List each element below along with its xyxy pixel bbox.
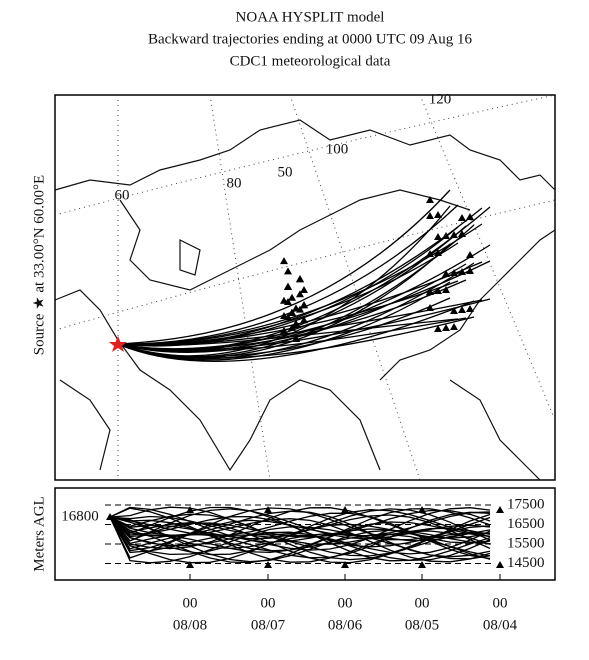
marker: [434, 233, 442, 240]
marker: [288, 323, 296, 331]
marker: [434, 211, 442, 218]
marker: [458, 306, 466, 313]
marker: [466, 267, 474, 274]
height-trace: [109, 509, 491, 556]
marker: [426, 304, 434, 311]
marker: [450, 323, 458, 330]
grid-label: 100: [326, 141, 349, 157]
marker: [300, 286, 308, 294]
marker: [496, 561, 504, 568]
grid-label: 120: [429, 91, 452, 107]
marker: [292, 334, 300, 342]
marker: [450, 231, 458, 238]
time-hour: 00: [338, 595, 353, 611]
marker: [280, 257, 288, 265]
height-trace: [109, 516, 491, 562]
marker: [458, 214, 466, 221]
height-trace: [109, 507, 491, 552]
source-label: Source ★ at 33.00°N 60.00°E: [31, 175, 47, 355]
trajectories: [117, 189, 491, 362]
level-label: 17500: [507, 496, 545, 512]
level-label: 14500: [507, 555, 545, 571]
start-height: 16800: [61, 508, 99, 524]
height-trace: [109, 506, 491, 560]
marker: [288, 293, 296, 301]
grid-label: 60: [115, 187, 130, 203]
height-trace: [109, 511, 491, 559]
marker: [186, 561, 194, 568]
marker: [106, 513, 114, 520]
height-traces: [105, 504, 504, 568]
marker: [466, 251, 474, 258]
trajectory: [117, 297, 451, 358]
marker: [466, 213, 474, 220]
marker: [426, 196, 434, 203]
marker: [418, 561, 426, 568]
map-frame: [54, 94, 556, 481]
y-axis-label: Meters AGL: [31, 496, 47, 571]
time-date: 08/06: [328, 617, 363, 633]
marker: [418, 506, 426, 513]
marker: [341, 506, 349, 513]
height-trace: [109, 508, 491, 541]
marker: [296, 290, 304, 298]
marker: [442, 324, 450, 331]
marker: [442, 232, 450, 239]
marker: [434, 325, 442, 332]
level-label: 15500: [507, 535, 545, 551]
height-trace: [109, 516, 491, 563]
marker: [341, 561, 349, 568]
height-trace: [109, 506, 491, 545]
marker: [442, 286, 450, 293]
time-date: 08/07: [251, 617, 286, 633]
time-hour: 00: [183, 595, 198, 611]
height-trace: [109, 508, 491, 542]
title-line: Backward trajectories ending at 0000 UTC…: [148, 31, 473, 47]
map-grid: [54, 94, 556, 481]
time-date: 08/04: [483, 617, 518, 633]
height-trace: [109, 516, 491, 564]
marker: [296, 275, 304, 282]
marker: [442, 270, 450, 277]
height-trace: [109, 516, 491, 564]
height-trace: [109, 516, 491, 563]
title-line: CDC1 meteorological data: [230, 53, 391, 69]
marker: [264, 561, 272, 568]
title-line: NOAA HYSPLIT model: [236, 9, 385, 25]
level-label: 16500: [507, 516, 545, 532]
time-date: 08/05: [405, 617, 439, 633]
marker: [496, 506, 504, 513]
marker: [280, 326, 288, 334]
marker: [186, 506, 194, 513]
marker: [458, 230, 466, 237]
time-hour: 00: [261, 595, 276, 611]
marker: [450, 307, 458, 314]
trajectory: [117, 260, 491, 350]
time-hour: 00: [493, 595, 508, 611]
height-trace: [109, 512, 491, 560]
marker: [280, 296, 288, 304]
trajectory: [117, 204, 459, 345]
marker: [284, 267, 292, 275]
time-hour: 00: [415, 595, 430, 611]
grid-label: 80: [227, 175, 242, 191]
height-trace: [109, 516, 491, 556]
time-date: 08/08: [173, 617, 207, 633]
height-trace: [109, 510, 491, 558]
marker: [466, 305, 474, 312]
marker: [434, 249, 442, 256]
marker: [300, 316, 308, 324]
marker: [264, 506, 272, 513]
source-star: [109, 336, 127, 352]
height-trace: [109, 515, 491, 562]
grid-label: 50: [278, 164, 293, 180]
marker: [284, 282, 292, 290]
trajectory: [117, 189, 451, 345]
height-frame: [54, 487, 556, 581]
marker: [426, 212, 434, 219]
